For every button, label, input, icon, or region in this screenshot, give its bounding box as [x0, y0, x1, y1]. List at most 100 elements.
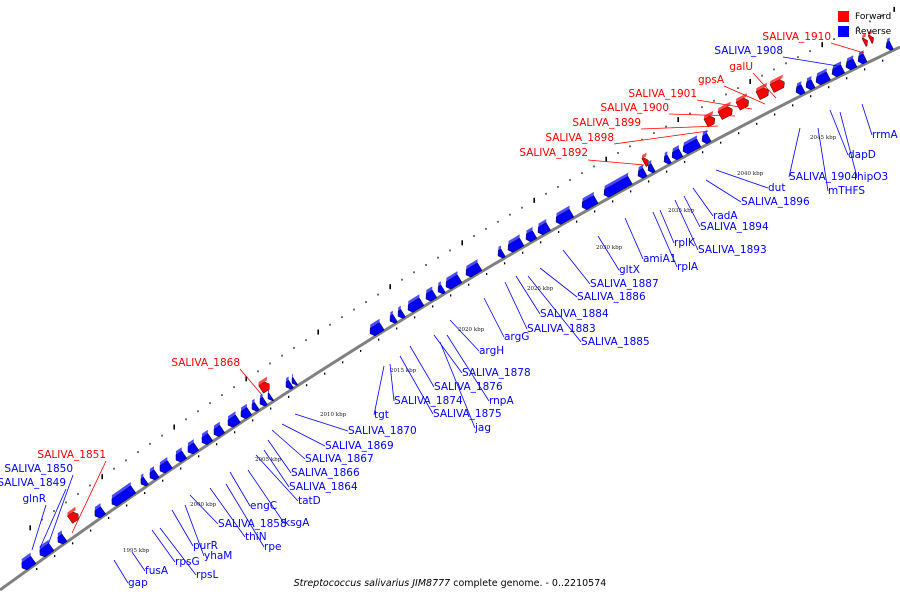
leader-line [692, 187, 714, 217]
leader-line [433, 334, 463, 374]
leader-line [113, 559, 129, 584]
reverse-gene [94, 503, 107, 519]
reverse-gene [213, 421, 226, 437]
gene-label: engC [250, 500, 277, 512]
leader-line [659, 209, 675, 244]
genome-axis-line [0, 45, 900, 592]
minor-tick [360, 349, 362, 352]
reverse-gene [857, 50, 868, 65]
minor-tick [377, 293, 379, 296]
gene-label: SALIVA_1908 [714, 45, 783, 57]
minor-tick [180, 467, 182, 470]
reverse-gene [159, 457, 173, 474]
gene-label: SALIVA_1850 [4, 463, 73, 475]
minor-tick [233, 386, 235, 389]
scale-tick-label: 2045 kbp [810, 135, 837, 141]
minor-tick [437, 256, 439, 259]
gene-label: amiA1 [643, 253, 676, 265]
minor-tick [54, 555, 56, 558]
minor-tick [720, 141, 722, 144]
gene-label: SALIVA_1896 [741, 196, 810, 208]
minor-tick [893, 6, 895, 12]
leader-line [294, 413, 349, 432]
gene-label: SALIVA_1886 [577, 291, 646, 303]
minor-tick [737, 87, 739, 90]
minor-tick [365, 301, 367, 303]
minor-tick [378, 338, 380, 341]
minor-tick [234, 431, 236, 434]
minor-tick [666, 170, 668, 173]
minor-tick [725, 93, 727, 96]
minor-tick [461, 240, 463, 246]
reverse-gene [187, 439, 200, 455]
gene-label: rplA [677, 261, 699, 273]
minor-tick [641, 138, 643, 141]
gene-features [21, 30, 894, 571]
minor-tick [821, 42, 823, 48]
minor-tick [756, 122, 758, 125]
scale-tick-label: 2000 kbp [190, 502, 217, 508]
minor-tick [425, 264, 427, 266]
scale-tick-label: 1995 kbp [123, 548, 150, 554]
caption-organism: Streptococcus salivarius JIM8777 [293, 578, 451, 589]
reverse-gene [682, 135, 702, 155]
reverse-gene [21, 552, 37, 571]
minor-tick [353, 308, 355, 311]
minor-tick [221, 394, 223, 397]
reverse-gene [445, 271, 463, 290]
leader-line [652, 211, 678, 268]
minor-tick [245, 376, 247, 382]
reverse-gene [537, 218, 551, 236]
minor-tick [41, 518, 43, 521]
minor-tick [257, 370, 259, 373]
leader-line [47, 474, 74, 546]
minor-tick [540, 241, 542, 244]
leader-line [255, 454, 299, 502]
leader-line [788, 127, 801, 178]
reverse-gene [647, 160, 656, 174]
reverse-gene [407, 294, 425, 313]
reverse-gene [805, 76, 816, 91]
reverse-gene [831, 61, 846, 78]
leader-line [830, 42, 865, 54]
minor-tick [701, 106, 703, 109]
minor-tick [522, 251, 524, 254]
leader-line [151, 529, 176, 563]
minor-tick [197, 410, 199, 413]
minor-tick [774, 113, 776, 116]
reverse-gene [57, 530, 68, 545]
minor-tick [684, 160, 686, 163]
gene-label: SALIVA_1878 [462, 367, 531, 379]
gene-label: rpe [264, 541, 281, 553]
minor-tick [882, 59, 884, 62]
gene-label: SALIVA_1887 [590, 278, 659, 290]
leader-line [184, 504, 205, 557]
gene-label: SALIVA_1892 [519, 147, 588, 159]
minor-tick [869, 20, 871, 23]
minor-tick [198, 455, 200, 458]
leader-line [587, 159, 645, 166]
minor-tick [125, 459, 127, 462]
leader-line [527, 275, 582, 343]
scale-tick-label: 2040 kbp [737, 171, 764, 177]
reverse-gene [497, 245, 506, 259]
minor-tick [89, 484, 91, 487]
leader-line [696, 99, 753, 110]
gene-label: argG [504, 331, 529, 343]
minor-tick [432, 305, 434, 308]
minor-tick [864, 68, 866, 71]
gene-label: SALIVA_1868 [171, 357, 240, 369]
minor-tick [342, 361, 344, 364]
minor-tick [90, 529, 92, 532]
minor-tick [509, 213, 511, 216]
minor-tick [293, 346, 295, 349]
minor-tick [162, 479, 164, 482]
gene-label: rnpA [489, 395, 514, 407]
reverse-gene [671, 145, 684, 161]
leader-line [39, 488, 67, 549]
leader-line [613, 130, 709, 145]
minor-tick [738, 132, 740, 135]
leader-line [504, 281, 528, 330]
gene-label: SALIVA_1870 [348, 425, 417, 437]
gene-label: tgt [374, 409, 389, 421]
